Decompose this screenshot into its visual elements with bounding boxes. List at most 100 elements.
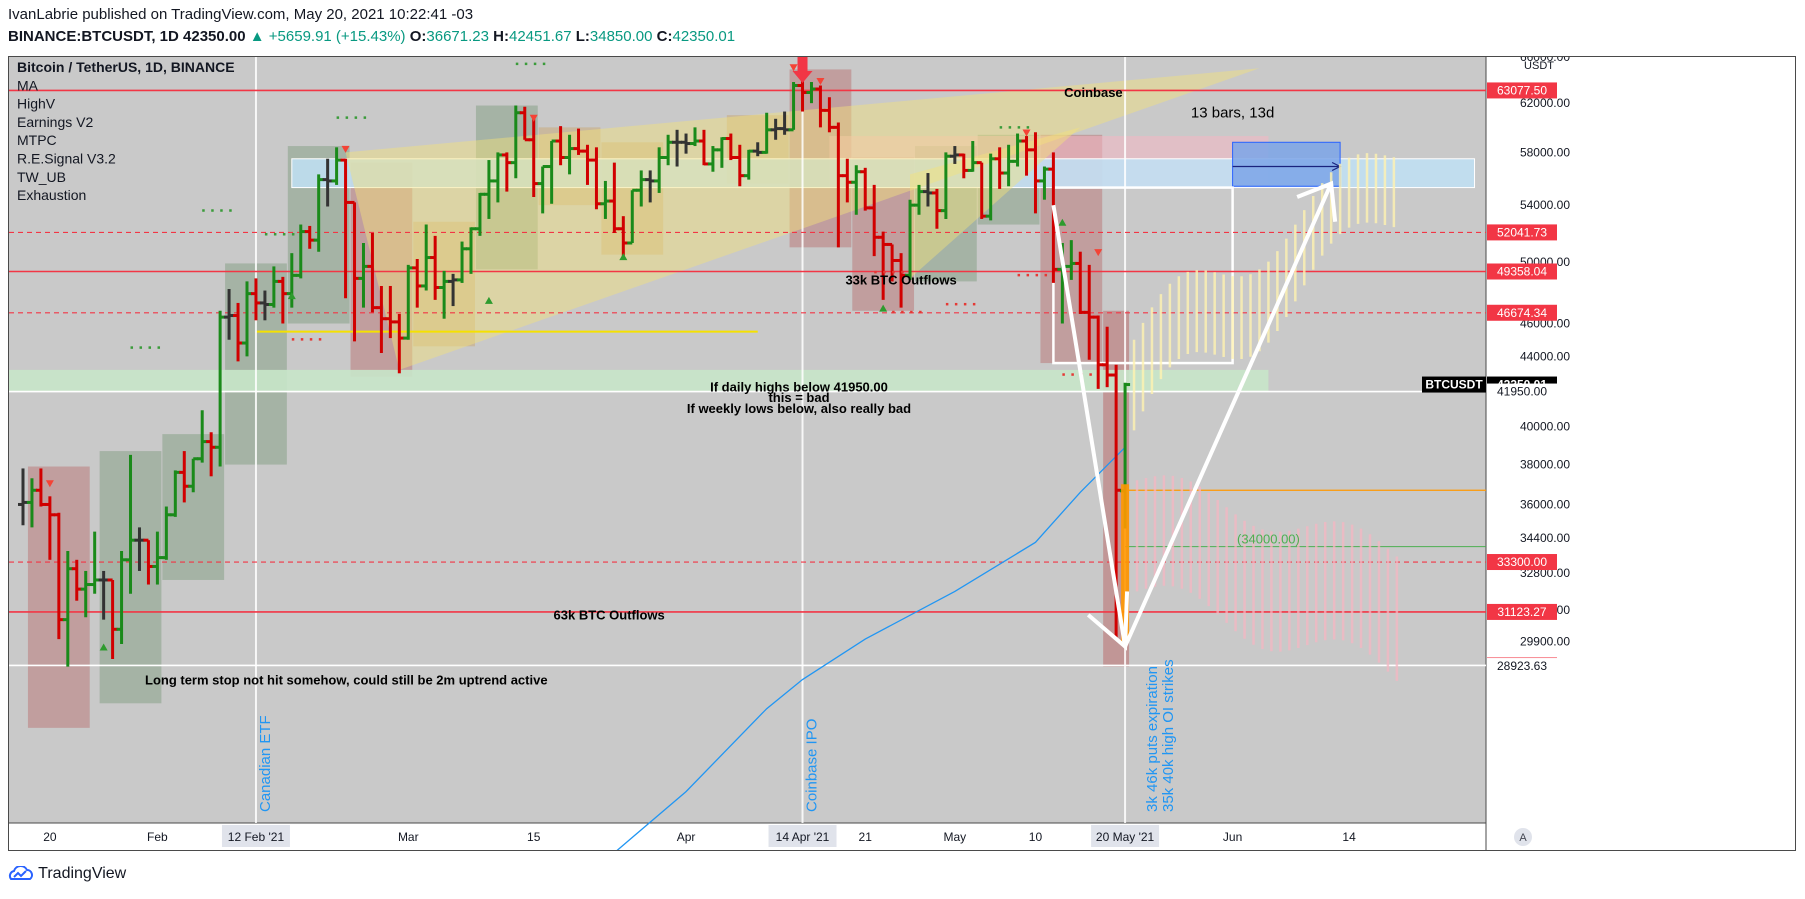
price-tag-label: 41950.00 [1497,385,1547,399]
zone-box [162,434,225,580]
price-tag-box [1487,603,1557,620]
signal-dot [1017,126,1021,129]
signal-triangle-up [287,292,296,300]
price-chart[interactable]: Bitcoin / TetherUS, 1D, BINANCE MA HighV Ea… [9,50,1795,869]
signal-triangle-dn [1022,129,1031,137]
signal-dot [524,62,528,66]
signal-dot [318,338,322,341]
price-tag-box [1487,554,1557,571]
price-tag-box [1487,263,1557,280]
legend-item: Exhaustion [17,187,86,203]
signal-triangle-up [484,296,493,304]
signal-dot [220,209,223,212]
annotation-text: If daily highs below 41950.00 [710,380,888,395]
price-tags: 63077.50 52041.73 49358.04 46674.34 BTCUSDT 4… [1422,82,1557,675]
signal-dot [300,338,304,341]
x-tick-highlight [1091,825,1160,847]
legend-item: HighV [17,96,56,112]
tradingview-logo-icon [8,864,33,880]
signal-dot [954,302,958,306]
price-tag-box [1487,82,1557,99]
signal-dot [1008,126,1012,129]
signal-dot [148,346,152,349]
signal-triangle-dn [45,480,54,488]
high-value: 42451.67 [508,28,572,45]
legend-item: TW_UB [17,169,66,185]
signal-dot [291,233,295,236]
x-tick-label: Apr [677,830,696,844]
y-tick-label: 44000.00 [1520,349,1570,363]
projection-arrowhead [1296,180,1338,222]
x-tick-label: 20 May '21 [1096,830,1155,844]
price-tag-box [1487,383,1557,400]
open-value: 36671.23 [426,28,489,45]
symbol-label: BINANCE:BTCUSDT, 1D [8,28,179,45]
legend-item: Earnings V2 [17,114,93,130]
x-tick-label: Feb [147,830,168,844]
y-tick-label: 29900.00 [1520,635,1570,649]
x-axis-ticks: 20 Feb 12 Feb '21 Mar 15 Apr 14 Apr '21 21 May 10… [43,825,1356,847]
signal-dot [892,310,895,314]
green-support-zone [9,369,1269,392]
signal-dot [1062,373,1065,376]
signal-dot [229,209,232,212]
y-tick-label: 58000.00 [1520,145,1570,159]
price-tag-label: 46674.34 [1497,306,1547,320]
signal-triangle-up [1058,218,1067,226]
signal-dot [963,302,967,306]
x-tick-highlight [221,825,290,847]
last-price: 42350.00 [183,28,246,45]
auto-scale-button[interactable]: A [1514,828,1532,846]
auto-scale-circle [1514,828,1532,846]
y-tick-label: 34400.00 [1520,531,1570,545]
signal-triangle-up [99,643,108,651]
signal-dot [892,270,895,274]
signal-dot [345,116,349,119]
chart-frame[interactable]: Bitcoin / TetherUS, 1D, BINANCE MA HighV Ea… [8,50,1796,869]
signal-dot [273,233,277,236]
signal-dot [910,310,913,314]
signal-dot [972,302,976,306]
signal-dot [264,233,268,236]
price-tag-label: 49358.04 [1497,264,1547,278]
signal-dot [999,126,1003,129]
signal-dot [919,310,922,314]
price-axis-background [1486,57,1795,850]
legend-item: R.E.Signal V3.2 [17,151,116,167]
y-tick-label: 62000.00 [1520,96,1570,110]
signal-dot [533,62,537,66]
signal-dot [139,346,143,349]
signal-dot [291,338,295,341]
x-tick-label: 12 Feb '21 [228,830,285,844]
y-tick-label: 40000.00 [1520,420,1570,434]
signal-dot [363,116,367,119]
signal-dot [1026,273,1030,277]
x-tick-label: 15 [527,830,541,844]
rising-wedge-yellow-2 [910,127,1081,279]
volume-spike-bar [1121,484,1130,642]
price-tag-box [1487,304,1557,321]
ma-line [596,446,1126,869]
signal-triangle-dn [789,64,798,72]
signal-triangle-dn [816,78,825,86]
x-tick-label: 14 [1342,830,1356,844]
signal-markers [45,64,1103,651]
signal-dot [883,270,886,274]
signal-dot [542,62,546,66]
y-tick-label: 54000.00 [1520,198,1570,212]
signal-dot [1026,126,1030,129]
x-tick-label: Mar [398,830,419,844]
signal-dot [1035,273,1039,277]
x-tick-label: 14 Apr '21 [776,830,830,844]
annotation-text: Long term stop not hit somehow, could st… [145,673,548,688]
close-label: C: [656,28,673,45]
currency-label: USDT [1524,60,1554,72]
signal-dot [515,62,519,66]
event-label: Coinbase IPO [804,719,821,812]
signal-triangle-dn [1094,249,1103,257]
legend-item: MA [17,77,39,93]
signal-triangle-dn [341,145,350,153]
tradingview-brand: TradingView [38,865,127,882]
signal-triangle-up [879,304,888,312]
top-down-arrow-icon [792,57,813,83]
